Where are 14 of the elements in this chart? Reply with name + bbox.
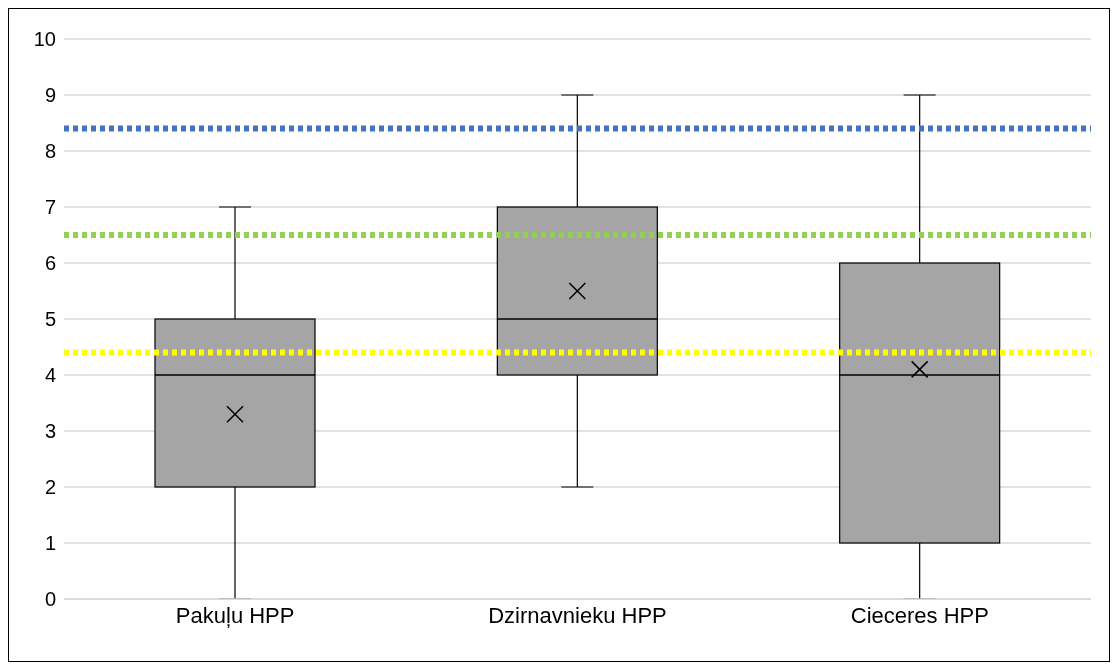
y-tick-label: 6 (44, 252, 56, 275)
y-tick-label: 8 (44, 140, 56, 163)
y-tick-label: 2 (44, 476, 56, 499)
x-tick-label: Pakuļu HPP (175, 602, 295, 628)
y-tick-label: 10 (33, 28, 56, 51)
y-tick-label: 5 (44, 308, 56, 331)
y-tick-label: 4 (44, 364, 56, 387)
y-tick-label: 3 (44, 420, 56, 443)
y-tick-label: 1 (44, 532, 56, 555)
y-tick-label: 7 (44, 196, 56, 219)
x-tick-label: Cieceres HPP (850, 602, 989, 628)
x-tick-label: Dzirnavnieku HPP (488, 602, 667, 628)
y-tick-label: 9 (44, 84, 56, 107)
y-tick-label: 0 (44, 588, 56, 611)
